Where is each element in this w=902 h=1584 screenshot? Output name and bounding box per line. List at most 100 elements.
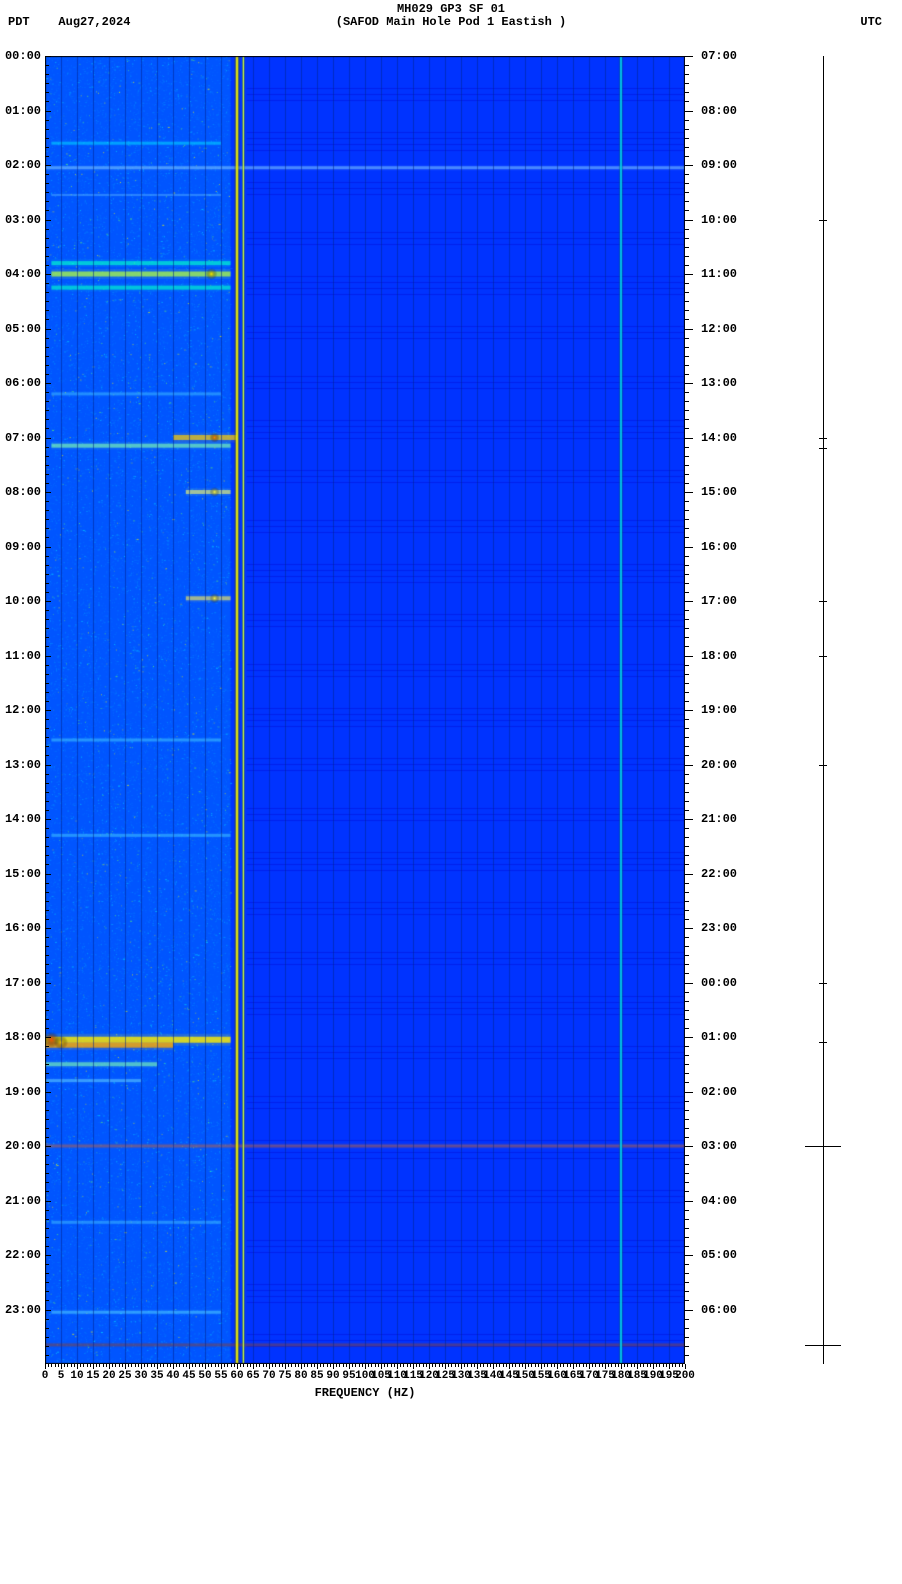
left-major-tick (45, 438, 51, 439)
x-minor-tick (266, 1364, 267, 1367)
right-minor-tick (685, 1110, 689, 1111)
right-minor-tick (685, 1219, 689, 1220)
left-minor-tick (45, 392, 49, 393)
x-minor-tick (122, 1364, 123, 1367)
left-minor-tick (45, 783, 49, 784)
left-major-tick (45, 983, 51, 984)
left-minor-tick (45, 646, 49, 647)
x-minor-tick (304, 1364, 305, 1367)
x-minor-tick (675, 1364, 676, 1367)
left-minor-tick (45, 1073, 49, 1074)
left-minor-tick (45, 1300, 49, 1301)
right-minor-tick (685, 247, 689, 248)
x-major-tick (301, 1364, 302, 1369)
right-minor-tick (685, 864, 689, 865)
x-major-tick (93, 1364, 94, 1369)
x-tick-label: 65 (246, 1370, 259, 1382)
left-hour-label: 20:00 (5, 1139, 41, 1153)
x-minor-tick (192, 1364, 193, 1367)
x-minor-tick (128, 1364, 129, 1367)
left-minor-tick (45, 201, 49, 202)
x-minor-tick (58, 1364, 59, 1367)
x-major-tick (157, 1364, 158, 1369)
x-major-tick (189, 1364, 190, 1369)
x-minor-tick (106, 1364, 107, 1367)
left-hour-label: 11:00 (5, 649, 41, 663)
right-minor-tick (685, 356, 689, 357)
x-major-tick (429, 1364, 430, 1369)
right-minor-tick (685, 774, 689, 775)
left-major-tick (45, 1092, 51, 1093)
left-minor-tick (45, 374, 49, 375)
left-hour-label: 21:00 (5, 1194, 41, 1208)
left-minor-tick (45, 665, 49, 666)
right-minor-tick (685, 964, 689, 965)
left-minor-tick (45, 1346, 49, 1347)
right-hour-label: 03:00 (701, 1139, 737, 1153)
x-minor-tick (138, 1364, 139, 1367)
x-tick-label: 45 (182, 1370, 195, 1382)
left-hour-label: 06:00 (5, 376, 41, 390)
right-minor-tick (685, 256, 689, 257)
x-minor-tick (144, 1364, 145, 1367)
x-minor-tick (295, 1364, 296, 1367)
x-major-tick (525, 1364, 526, 1369)
event-marker-strip (815, 56, 855, 1364)
right-minor-tick (685, 519, 689, 520)
x-minor-tick (71, 1364, 72, 1367)
x-minor-tick (512, 1364, 513, 1367)
right-major-tick (685, 1255, 693, 1256)
left-minor-tick (45, 955, 49, 956)
left-minor-tick (45, 973, 49, 974)
left-minor-tick (45, 792, 49, 793)
right-minor-tick (685, 101, 689, 102)
right-minor-tick (685, 628, 689, 629)
left-minor-tick (45, 755, 49, 756)
right-minor-tick (685, 1282, 689, 1283)
right-minor-tick (685, 919, 689, 920)
right-minor-tick (685, 120, 689, 121)
x-minor-tick (202, 1364, 203, 1367)
x-minor-tick (167, 1364, 168, 1367)
left-minor-tick (45, 1137, 49, 1138)
right-minor-tick (685, 301, 689, 302)
right-timezone-label: UTC (860, 15, 882, 29)
x-major-tick (461, 1364, 462, 1369)
right-minor-tick (685, 1237, 689, 1238)
left-minor-tick (45, 901, 49, 902)
event-long-mark (805, 1146, 841, 1147)
left-minor-tick (45, 83, 49, 84)
x-minor-tick (407, 1364, 408, 1367)
right-minor-tick (685, 1273, 689, 1274)
left-minor-tick (45, 1210, 49, 1211)
right-hour-label: 00:00 (701, 976, 737, 990)
right-minor-tick (685, 855, 689, 856)
x-minor-tick (394, 1364, 395, 1367)
x-minor-tick (403, 1364, 404, 1367)
right-hour-label: 19:00 (701, 703, 737, 717)
right-hour-label: 08:00 (701, 104, 737, 118)
x-major-tick (493, 1364, 494, 1369)
right-minor-tick (685, 229, 689, 230)
x-minor-tick (599, 1364, 600, 1367)
left-minor-tick (45, 447, 49, 448)
right-minor-tick (685, 210, 689, 211)
event-short-tick (819, 220, 827, 221)
left-hour-label: 10:00 (5, 594, 41, 608)
left-major-tick (45, 274, 51, 275)
x-minor-tick (442, 1364, 443, 1367)
event-short-tick (819, 601, 827, 602)
right-minor-tick (685, 1101, 689, 1102)
left-hour-label: 13:00 (5, 758, 41, 772)
x-minor-tick (448, 1364, 449, 1367)
x-major-tick (397, 1364, 398, 1369)
left-minor-tick (45, 1082, 49, 1083)
x-minor-tick (176, 1364, 177, 1367)
right-minor-tick (685, 973, 689, 974)
right-minor-tick (685, 1291, 689, 1292)
right-minor-tick (685, 574, 689, 575)
left-minor-tick (45, 147, 49, 148)
right-minor-tick (685, 138, 689, 139)
x-minor-tick (682, 1364, 683, 1367)
right-minor-tick (685, 1064, 689, 1065)
